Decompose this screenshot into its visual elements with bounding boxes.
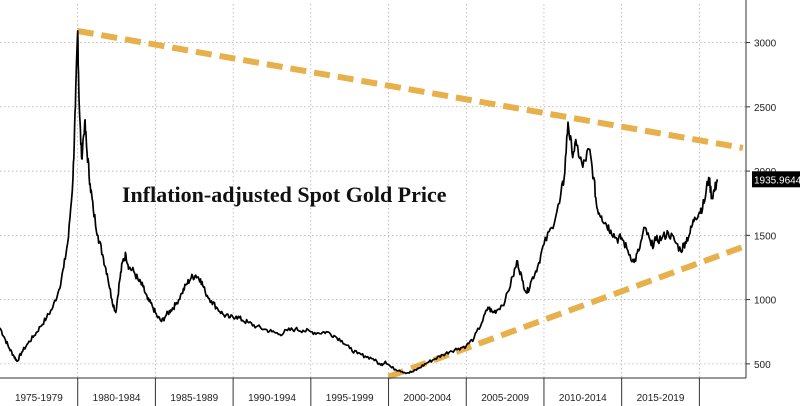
y-tick-label-2500: 2500: [754, 103, 777, 114]
trendlines: [77, 28, 744, 380]
x-tick-label-1985-1989: 1985-1989: [170, 393, 218, 404]
x-tick-label-2015-2019: 2015-2019: [637, 393, 685, 404]
upper-trendline: [77, 28, 744, 151]
last-value-badge: [752, 171, 800, 188]
y-tick-label-3000: 3000: [754, 39, 777, 50]
x-tick-label-1990-1994: 1990-1994: [248, 393, 296, 404]
x-tick-label-2010-2014: 2010-2014: [559, 393, 607, 404]
chart-title: Inflation-adjusted Spot Gold Price: [122, 182, 447, 207]
last-value-marker: 1935.9644: [752, 171, 800, 188]
x-tick-label-2005-2009: 2005-2009: [481, 393, 529, 404]
x-tick-label-2000-2004: 2000-2004: [403, 393, 451, 404]
gold-price-line: [0, 30, 719, 375]
y-tick-label-1500: 1500: [754, 231, 777, 242]
lower-trendline: [387, 244, 744, 380]
x-tick-label-1980-1984: 1980-1984: [93, 393, 141, 404]
y-tick-label-1000: 1000: [754, 296, 777, 307]
axes: 500100015002000250030001975-19791980-198…: [0, 0, 777, 406]
price-series: [0, 30, 719, 375]
gridlines: [0, 4, 746, 378]
last-value-label: 1935.9644: [754, 175, 800, 186]
x-tick-label-1975-1979: 1975-1979: [15, 393, 63, 404]
x-tick-label-1995-1999: 1995-1999: [326, 393, 374, 404]
y-tick-label-500: 500: [754, 360, 771, 371]
